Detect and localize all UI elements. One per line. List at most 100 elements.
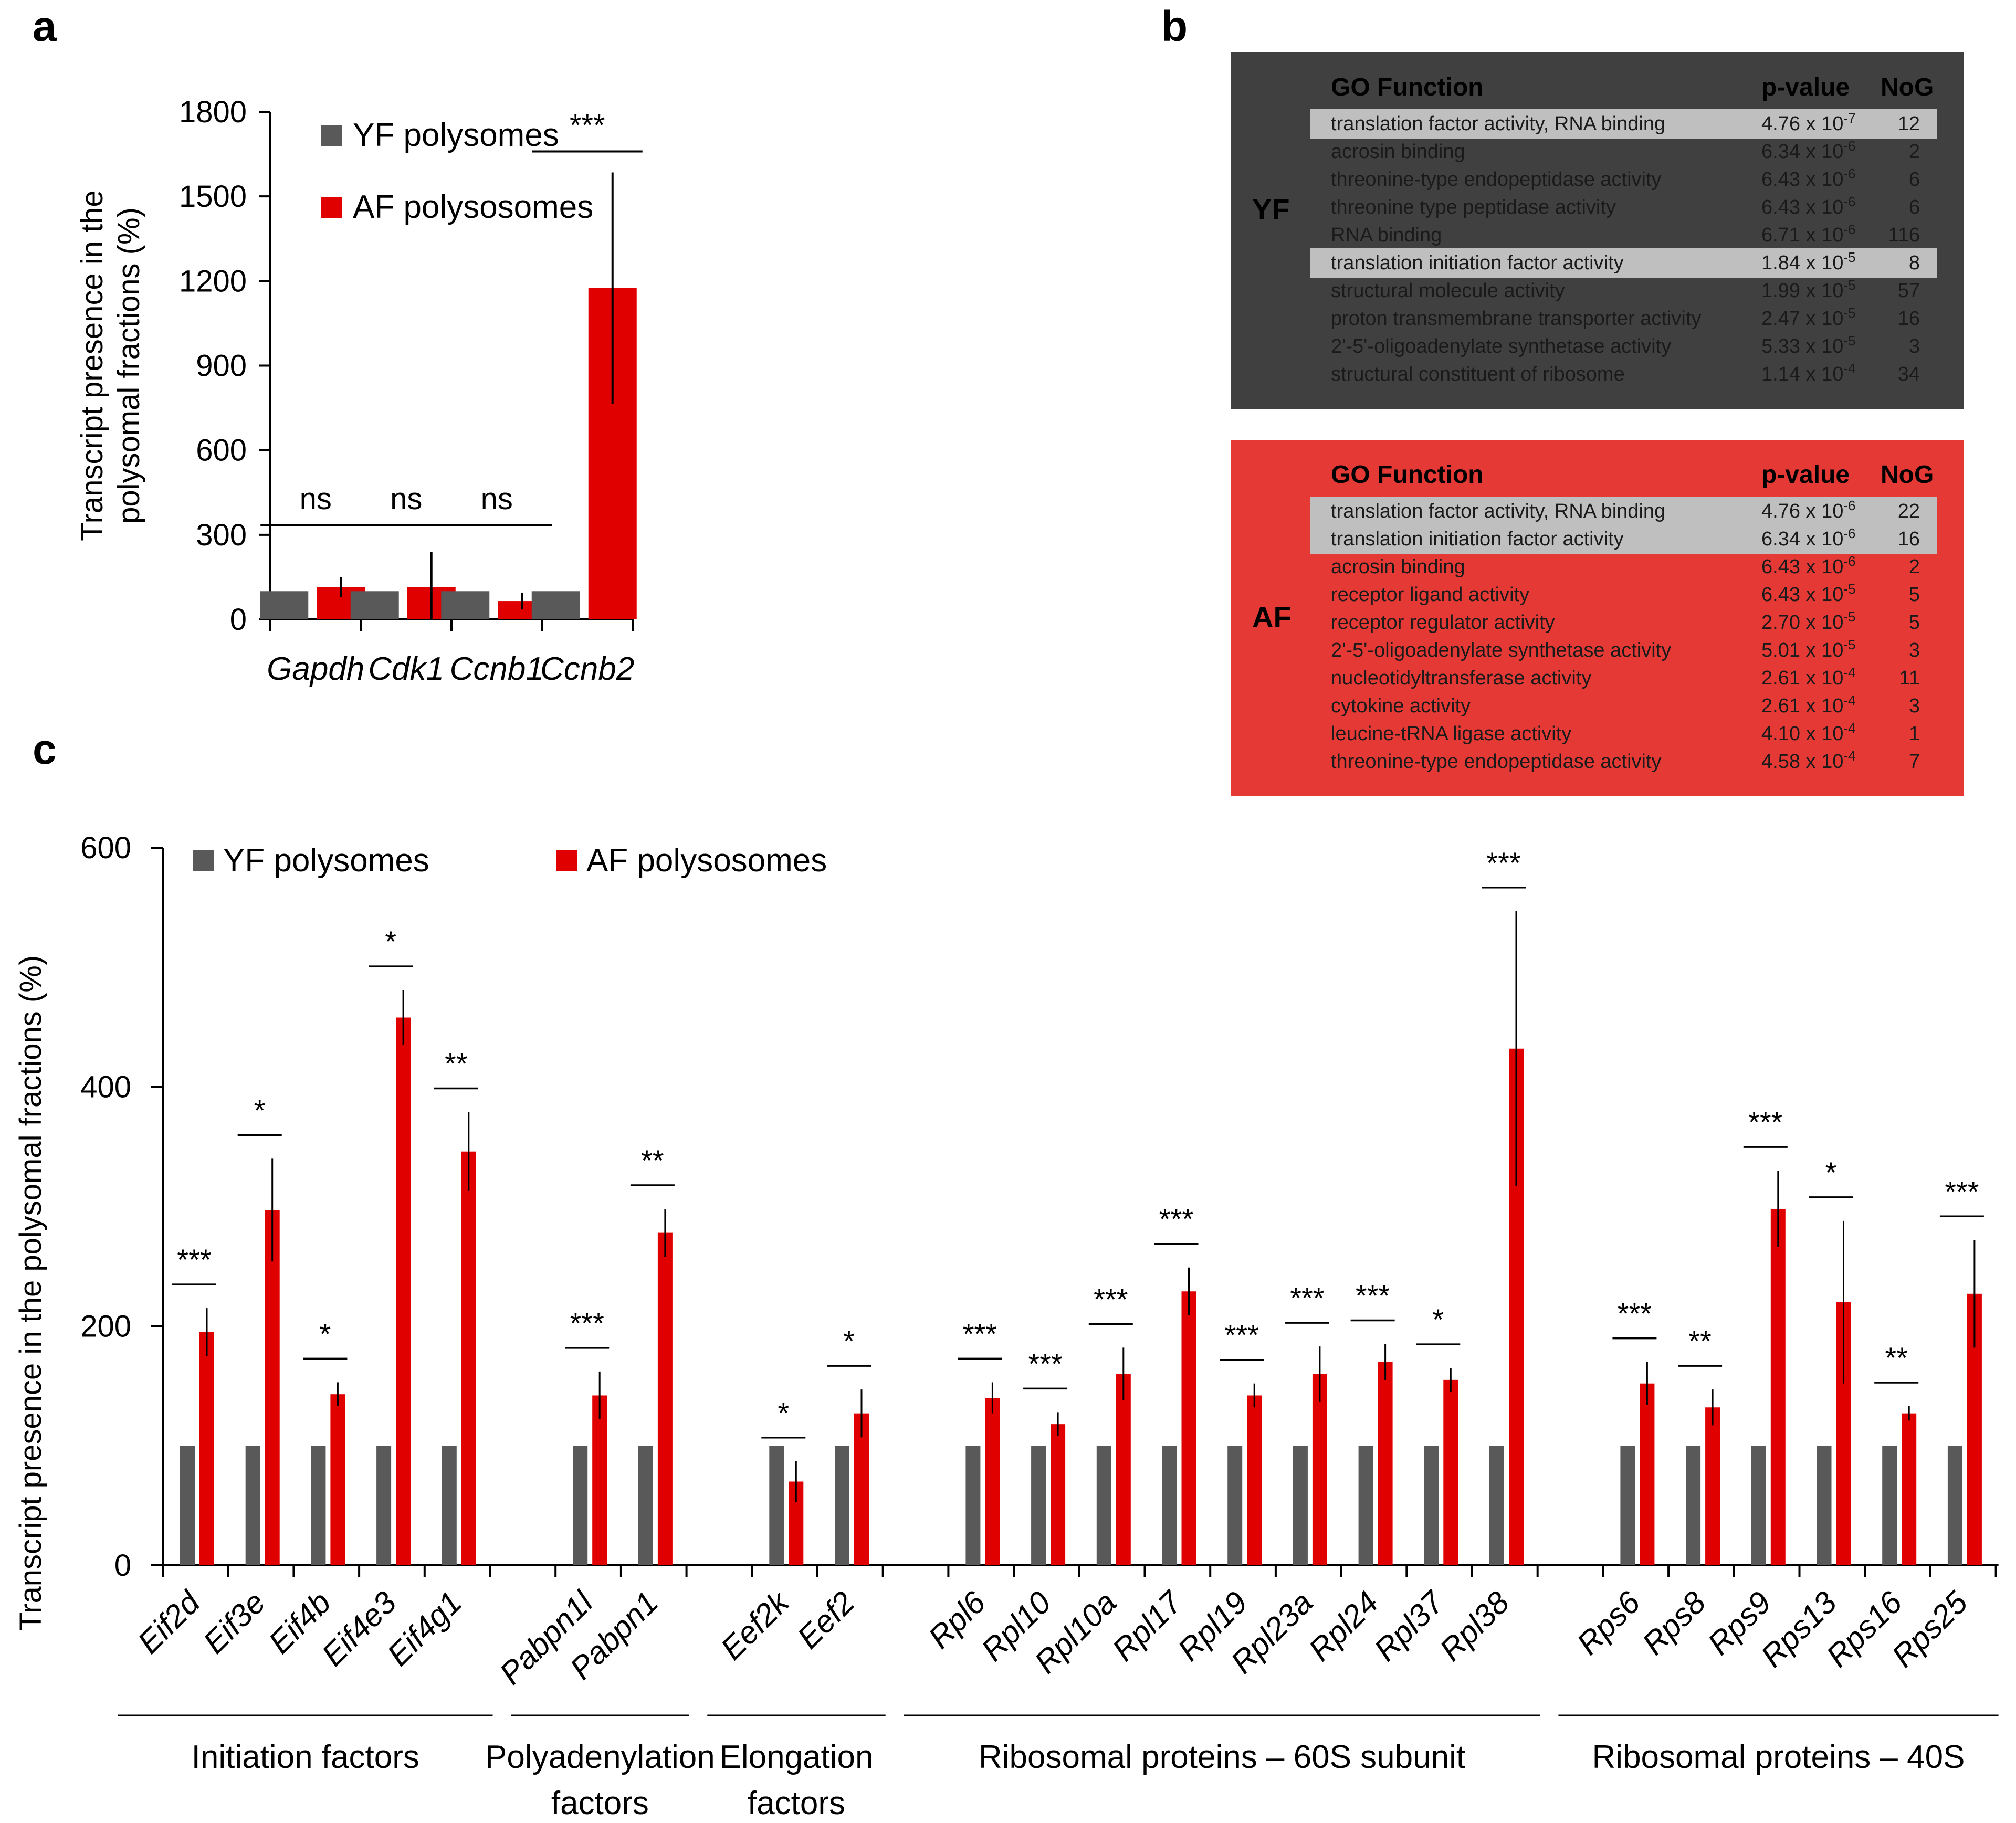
bar-af bbox=[1705, 1407, 1720, 1565]
significance-label: *** bbox=[1225, 1319, 1259, 1352]
go-row-function: 2'-5'-oligoadenylate synthetase activity bbox=[1331, 335, 1671, 357]
go-row-function: threonine type peptidase activity bbox=[1331, 196, 1616, 218]
go-row-nog: 5 bbox=[1909, 584, 1920, 606]
y-tick-label: 0 bbox=[230, 603, 247, 637]
x-tick-label: Rpl17 bbox=[1106, 1584, 1190, 1668]
bar-af bbox=[657, 1232, 673, 1565]
chart-a: 0 300 600 900 1200 1500 1800 Transcript presenc… bbox=[75, 95, 643, 687]
go-row-pvalue-exponent: -6 bbox=[1843, 553, 1855, 569]
go-row-pvalue-exponent: -4 bbox=[1843, 361, 1855, 376]
go-row-pvalue-mantissa: 1.99 x 10 bbox=[1761, 280, 1843, 302]
go-row-pvalue: 2.47 x 10-5 bbox=[1761, 305, 1855, 330]
go-header-pvalue: p-value bbox=[1761, 461, 1850, 489]
x-tick-label: Eef2k bbox=[714, 1584, 797, 1667]
bar-af bbox=[200, 1332, 214, 1565]
bar-yf bbox=[769, 1446, 784, 1565]
go-row-pvalue-exponent: -6 bbox=[1843, 166, 1855, 182]
go-row-pvalue-mantissa: 4.76 x 10 bbox=[1761, 113, 1843, 135]
go-row-pvalue-mantissa: 4.76 x 10 bbox=[1761, 500, 1843, 522]
go-table-group-label: AF bbox=[1252, 600, 1292, 634]
significance-label: *** bbox=[1290, 1281, 1324, 1314]
go-row-pvalue-exponent: -4 bbox=[1843, 665, 1855, 680]
go-row-function: translation factor activity, RNA binding bbox=[1331, 113, 1665, 135]
group-label: Polyadenylation bbox=[485, 1739, 715, 1775]
significance-label: *** bbox=[1618, 1297, 1652, 1330]
go-row-nog: 2 bbox=[1909, 556, 1920, 578]
go-row-pvalue-mantissa: 4.58 x 10 bbox=[1761, 751, 1843, 773]
go-row-pvalue-mantissa: 6.34 x 10 bbox=[1761, 528, 1843, 550]
significance-label: *** bbox=[1748, 1105, 1782, 1139]
x-tick-label: Ccnb2 bbox=[540, 651, 634, 687]
go-row-function: acrosin binding bbox=[1331, 556, 1465, 578]
go-row-pvalue-mantissa: 5.33 x 10 bbox=[1761, 335, 1843, 357]
go-row-nog: 5 bbox=[1909, 612, 1920, 634]
go-row-pvalue-exponent: -6 bbox=[1843, 498, 1855, 513]
bar-af bbox=[1051, 1424, 1066, 1565]
significance-label: *** bbox=[570, 109, 605, 143]
go-row-highlight bbox=[1310, 524, 1937, 554]
go-row-pvalue: 1.99 x 10-5 bbox=[1761, 277, 1855, 302]
bar-af bbox=[1443, 1379, 1458, 1565]
go-row-pvalue-exponent: -6 bbox=[1843, 194, 1855, 209]
group-label: Ribosomal proteins – 60S subunit bbox=[979, 1739, 1465, 1775]
bar-af bbox=[461, 1151, 476, 1565]
go-header-nog: NoG bbox=[1881, 73, 1934, 101]
panel-label-a: a bbox=[33, 3, 57, 50]
x-tick-label: Ccnb1 bbox=[450, 651, 544, 687]
x-tick-label: Eif4e3 bbox=[315, 1585, 403, 1673]
go-table-group-label: YF bbox=[1252, 193, 1290, 226]
group-label: factors bbox=[551, 1785, 649, 1821]
bar-af bbox=[396, 1017, 411, 1565]
bar-yf bbox=[965, 1446, 981, 1565]
go-row-pvalue-exponent: -6 bbox=[1843, 222, 1855, 237]
go-row-pvalue-mantissa: 4.10 x 10 bbox=[1761, 723, 1843, 745]
bar-yf bbox=[1293, 1446, 1308, 1565]
go-row-nog: 16 bbox=[1898, 528, 1920, 550]
bar-yf bbox=[1816, 1446, 1832, 1565]
group-label: Elongation bbox=[719, 1739, 873, 1775]
go-row-nog: 57 bbox=[1898, 280, 1920, 302]
bar-yf bbox=[1096, 1446, 1111, 1565]
y-tick-label: 900 bbox=[196, 349, 247, 383]
go-tables: YF GO Function p-value NoG translation facto… bbox=[1231, 52, 1964, 796]
bar-af bbox=[1312, 1374, 1327, 1565]
significance-label: *** bbox=[177, 1243, 211, 1276]
bar-yf bbox=[1358, 1446, 1373, 1565]
bar-yf bbox=[441, 591, 490, 619]
bar-af bbox=[854, 1413, 869, 1565]
go-row-pvalue-mantissa: 2.61 x 10 bbox=[1761, 695, 1843, 717]
y-tick-label: 300 bbox=[196, 518, 247, 552]
group-label: Initiation factors bbox=[192, 1739, 419, 1775]
x-tick-label: Rpl37 bbox=[1368, 1584, 1452, 1668]
go-row-pvalue-exponent: -5 bbox=[1843, 249, 1855, 265]
go-row-pvalue: 6.34 x 10-6 bbox=[1761, 138, 1855, 163]
significance-label: *** bbox=[1094, 1282, 1128, 1315]
go-row-pvalue-exponent: -5 bbox=[1843, 581, 1855, 597]
chart-c: 0 200 400 600 Transcript presence in the pol… bbox=[14, 831, 1999, 1821]
y-tick-label: 0 bbox=[114, 1548, 131, 1583]
legend-swatch-yf bbox=[193, 850, 214, 871]
significance-label: * bbox=[843, 1324, 855, 1357]
x-tick-label: Eif2d bbox=[131, 1584, 207, 1660]
y-tick-label: 600 bbox=[80, 831, 131, 865]
go-row-pvalue: 2.61 x 10-4 bbox=[1761, 665, 1855, 689]
go-row-nog: 7 bbox=[1909, 751, 1920, 773]
go-row-nog: 11 bbox=[1899, 667, 1920, 689]
go-row-pvalue: 6.43 x 10-6 bbox=[1761, 166, 1855, 191]
legend-swatch-yf bbox=[321, 125, 342, 146]
go-row-pvalue-mantissa: 5.01 x 10 bbox=[1761, 639, 1843, 661]
bar-af bbox=[330, 1394, 345, 1565]
go-row-pvalue-mantissa: 2.61 x 10 bbox=[1761, 667, 1843, 689]
go-row-pvalue: 4.58 x 10-4 bbox=[1761, 748, 1855, 773]
go-row-pvalue-mantissa: 6.71 x 10 bbox=[1761, 224, 1843, 246]
bar-yf bbox=[1031, 1446, 1046, 1565]
go-row-function: RNA binding bbox=[1331, 224, 1442, 246]
go-row-pvalue-exponent: -6 bbox=[1843, 138, 1855, 154]
go-row-function: translation initiation factor activity bbox=[1331, 252, 1624, 274]
go-row-pvalue-exponent: -4 bbox=[1843, 692, 1855, 708]
go-row-function: leucine-tRNA ligase activity bbox=[1331, 723, 1571, 745]
go-header-function: GO Function bbox=[1331, 73, 1484, 101]
go-row-nog: 12 bbox=[1898, 113, 1920, 135]
go-row-pvalue-mantissa: 6.43 x 10 bbox=[1761, 556, 1843, 578]
